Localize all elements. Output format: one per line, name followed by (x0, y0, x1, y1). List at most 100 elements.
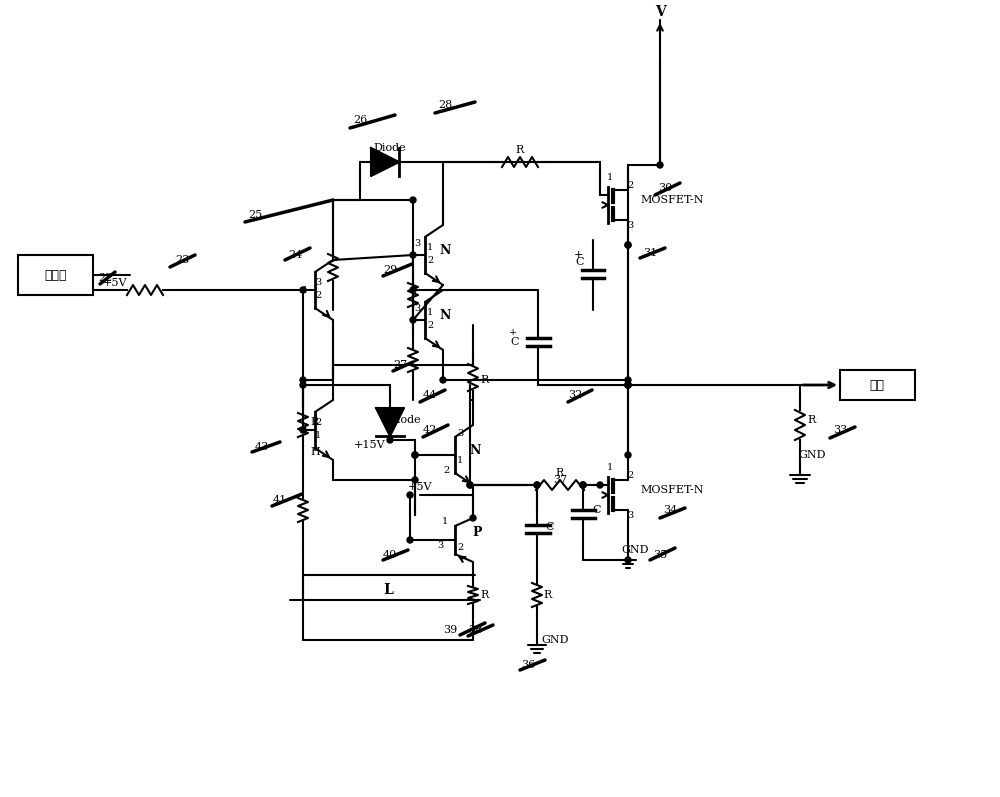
Circle shape (300, 382, 306, 388)
Text: 1: 1 (427, 242, 433, 252)
Text: C: C (593, 505, 601, 515)
Text: 34: 34 (663, 505, 677, 515)
Circle shape (407, 492, 413, 498)
Polygon shape (371, 148, 399, 176)
Text: 1: 1 (442, 517, 448, 527)
Text: R: R (481, 375, 489, 385)
Text: P: P (472, 525, 482, 539)
Text: 1: 1 (427, 308, 433, 316)
Text: C: C (576, 257, 584, 267)
Text: +: + (509, 328, 517, 336)
Text: 2: 2 (457, 544, 463, 552)
Text: 2: 2 (427, 320, 433, 329)
Circle shape (440, 377, 446, 383)
Text: R: R (516, 145, 524, 155)
Circle shape (625, 382, 631, 388)
Text: 主芯片: 主芯片 (44, 269, 67, 281)
Text: 1: 1 (607, 172, 613, 182)
Circle shape (410, 317, 416, 323)
Text: 3: 3 (414, 304, 420, 312)
Text: C: C (546, 522, 554, 532)
Circle shape (470, 515, 476, 521)
Circle shape (300, 427, 306, 433)
Text: 43: 43 (255, 442, 269, 452)
Text: R: R (311, 417, 319, 427)
Text: 26: 26 (353, 115, 367, 125)
Circle shape (580, 482, 586, 488)
Text: 2: 2 (627, 180, 633, 190)
Circle shape (580, 482, 586, 488)
Text: V: V (655, 5, 665, 19)
Circle shape (625, 557, 631, 563)
Text: 44: 44 (423, 390, 437, 400)
Text: +5V: +5V (103, 278, 127, 288)
Circle shape (625, 382, 631, 388)
Text: 29: 29 (383, 265, 397, 275)
Text: 3: 3 (300, 426, 306, 434)
Circle shape (597, 482, 603, 488)
Text: N: N (439, 308, 451, 321)
Circle shape (467, 482, 473, 488)
Text: 40: 40 (383, 550, 397, 560)
Text: 30: 30 (658, 183, 672, 193)
Text: 36: 36 (521, 660, 535, 670)
Text: 35: 35 (653, 550, 667, 560)
Text: 27: 27 (393, 360, 407, 370)
Text: 2: 2 (315, 418, 321, 426)
Circle shape (300, 287, 306, 293)
Text: GND: GND (621, 545, 649, 555)
Circle shape (412, 452, 418, 458)
Text: 32: 32 (568, 390, 582, 400)
Text: R: R (544, 590, 552, 600)
Circle shape (410, 197, 416, 203)
Text: 1: 1 (457, 456, 463, 465)
Text: +: + (573, 250, 583, 260)
Circle shape (625, 452, 631, 458)
Text: 24: 24 (288, 250, 302, 260)
Text: 22: 22 (98, 273, 112, 283)
Text: 3: 3 (627, 221, 633, 230)
Circle shape (625, 242, 631, 248)
Text: 3: 3 (627, 511, 633, 520)
Circle shape (412, 452, 418, 458)
Text: 42: 42 (423, 425, 437, 435)
Text: 37: 37 (553, 475, 567, 485)
Text: +15V: +15V (354, 440, 386, 450)
Circle shape (534, 482, 540, 488)
Circle shape (625, 382, 631, 388)
Circle shape (625, 377, 631, 383)
Text: R: R (481, 590, 489, 600)
Text: 38: 38 (468, 625, 482, 635)
Circle shape (657, 162, 663, 168)
Text: N: N (469, 443, 481, 457)
Text: 31: 31 (643, 248, 657, 258)
Circle shape (407, 537, 413, 543)
Circle shape (387, 437, 393, 443)
Text: 2: 2 (444, 465, 450, 474)
Text: 3: 3 (457, 429, 463, 438)
Text: 23: 23 (175, 255, 189, 265)
Circle shape (580, 482, 586, 488)
Text: L: L (383, 583, 393, 597)
Text: 39: 39 (443, 625, 457, 635)
Text: Diode: Diode (374, 143, 406, 153)
Text: 1: 1 (607, 462, 613, 472)
Circle shape (300, 377, 306, 383)
Circle shape (410, 287, 416, 293)
Text: R: R (808, 415, 816, 425)
Text: 33: 33 (833, 425, 847, 435)
Text: 电机: 电机 (870, 379, 885, 391)
Text: 2: 2 (315, 290, 321, 300)
Text: H: H (310, 447, 320, 457)
Text: 41: 41 (273, 495, 287, 505)
Text: GND: GND (798, 450, 826, 460)
FancyBboxPatch shape (18, 255, 93, 295)
Text: 3: 3 (414, 238, 420, 248)
Text: 3: 3 (437, 540, 443, 549)
Text: N: N (439, 244, 451, 257)
Text: 25: 25 (248, 210, 262, 220)
Text: 1: 1 (315, 430, 321, 439)
Text: Diode: Diode (389, 415, 421, 425)
Circle shape (467, 482, 473, 488)
Text: GND: GND (541, 635, 569, 645)
